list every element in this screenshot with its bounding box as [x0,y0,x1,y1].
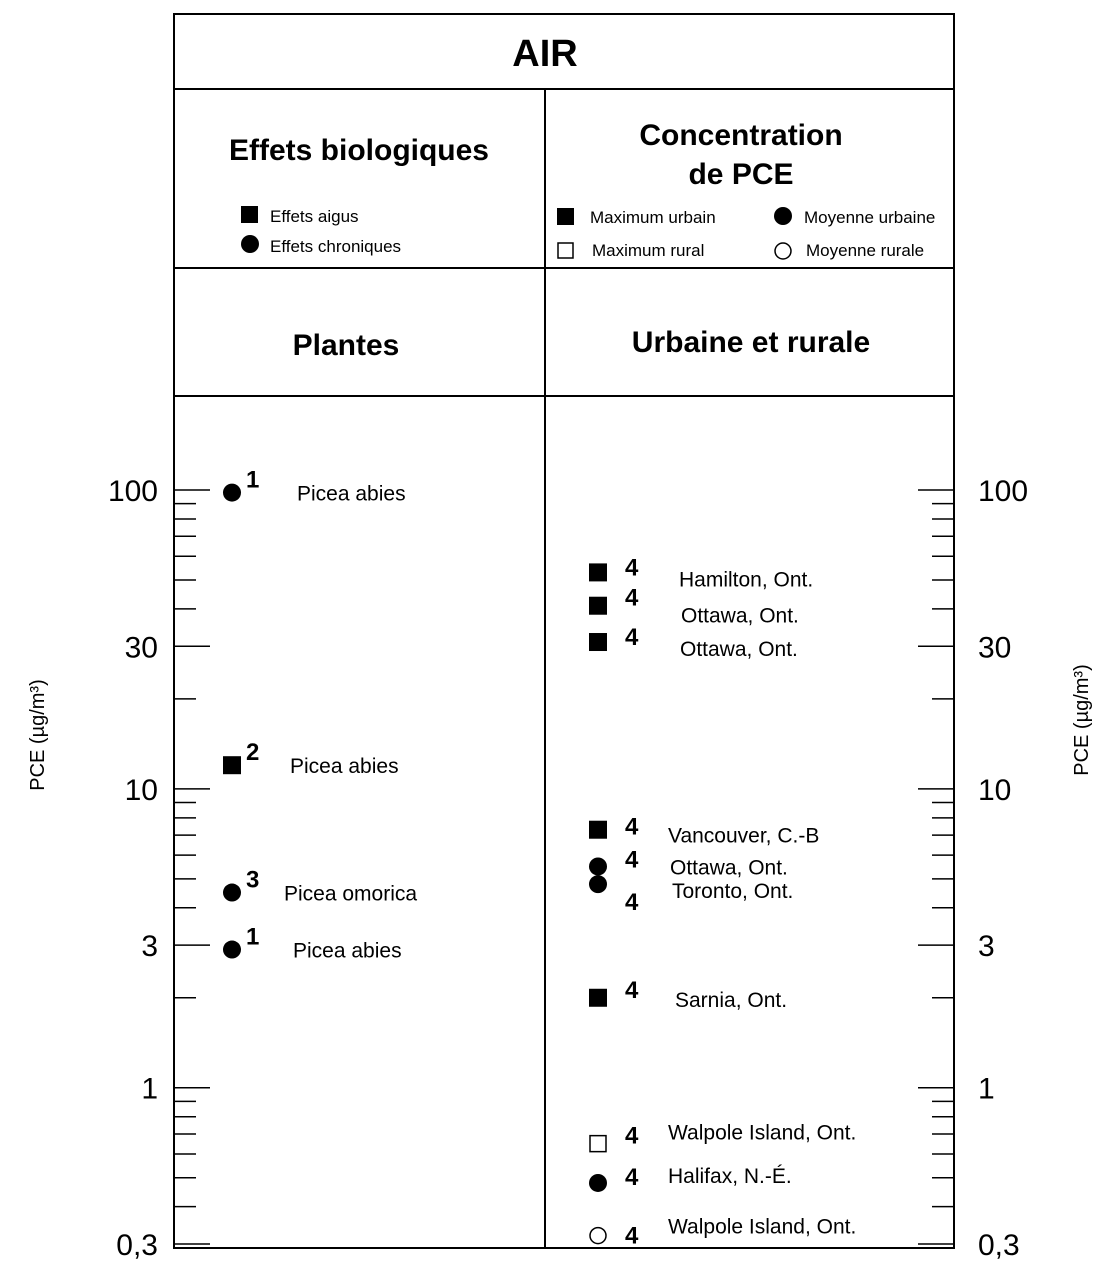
y-tick-label-left: 30 [125,631,158,664]
y-tick-label-right: 10 [978,774,1011,807]
panel-right-subheader: Urbaine et rurale [632,326,870,359]
location-label: Hamilton, Ont. [679,568,813,591]
panel-right-header-line1: Concentration [639,119,842,152]
data-point-circle-filled [223,483,241,502]
data-point-square-filled [589,988,607,1007]
reference-number: 2 [246,739,259,766]
data-point-square-filled [589,596,607,615]
data-point-square-filled [589,633,607,652]
legend-square-filled-icon [557,208,574,225]
legend-circle-filled-icon [241,235,259,253]
y-axis-label-right: PCE (µg/m³) [1071,664,1093,776]
y-tick-label-right: 3 [978,930,995,963]
y-tick-label-left: 10 [125,774,158,807]
reference-number: 3 [246,867,259,894]
data-point-circle-filled [223,940,241,959]
location-label: Vancouver, C.-B [668,825,819,848]
data-point-circle-filled [223,883,241,902]
reference-number: 1 [246,467,259,494]
panel-left-subheader: Plantes [293,329,400,362]
reference-number: 4 [625,1223,639,1250]
y-tick-label-right: 100 [978,475,1028,508]
reference-number: 4 [625,846,639,873]
data-point-circle-filled [589,875,607,894]
reference-number: 4 [625,814,639,841]
legend-label: Moyenne urbaine [804,208,935,227]
y-tick-label-left: 1 [141,1073,158,1106]
species-label: Picea omorica [284,883,417,906]
legend-circle-open-icon [774,242,792,260]
location-label: Ottawa, Ont. [670,856,788,879]
data-point-square-filled [589,563,607,582]
legend-square-open-icon [557,242,574,259]
reference-number: 1 [246,924,259,951]
reference-number: 4 [625,554,639,581]
legend-label: Maximum rural [592,241,704,260]
reference-number: 4 [625,889,639,916]
data-point-square-filled [223,756,241,775]
y-axis-label-left: PCE (µg/m³) [27,679,49,791]
reference-number: 4 [625,1123,639,1150]
y-tick-label-left: 100 [108,475,158,508]
panel-left-header: Effets biologiques [229,134,489,167]
location-label: Walpole Island, Ont. [668,1216,856,1239]
location-label: Toronto, Ont. [672,880,793,903]
reference-number: 4 [625,624,639,651]
y-tick-label-left: 0,3 [116,1229,158,1261]
reference-number: 4 [625,1164,639,1191]
legend-square-filled-icon [241,206,258,223]
legend-label: Moyenne rurale [806,241,924,260]
panel-right-header-line2: de PCE [688,158,793,191]
reference-number: 4 [625,585,639,612]
legend-label: Effets aigus [270,207,359,226]
legend-label: Effets chroniques [270,237,401,256]
chart-frame [173,13,955,1249]
location-label: Sarnia, Ont. [675,989,787,1012]
data-point-square-open [589,1134,607,1153]
reference-number: 4 [625,977,639,1004]
location-label: Ottawa, Ont. [681,605,799,628]
legend-circle-filled-icon [774,207,792,225]
location-label: Halifax, N.-É. [668,1165,792,1188]
chart-title: AIR [512,33,577,75]
y-tick-label-right: 1 [978,1073,995,1106]
y-tick-label-right: 0,3 [978,1229,1020,1261]
y-tick-label-right: 30 [978,631,1011,664]
data-point-circle-filled [589,857,607,876]
data-marks: 1 Picea abies 2 Picea abies 3 Picea omorica 1 P… [223,467,856,1250]
data-point-square-filled [589,820,607,839]
y-tick-label-left: 3 [141,930,158,963]
data-point-circle-filled [589,1173,607,1192]
location-label: Ottawa, Ont. [680,638,798,661]
axes: 100 100 30 30 10 10 3 3 1 1 0,3 0,3 [108,475,1028,1262]
species-label: Picea abies [293,940,402,963]
data-point-circle-open [589,1226,607,1245]
legend-label: Maximum urbain [590,208,716,227]
species-label: Picea abies [290,755,399,778]
location-label: Walpole Island, Ont. [668,1122,856,1145]
species-label: Picea abies [297,483,406,506]
